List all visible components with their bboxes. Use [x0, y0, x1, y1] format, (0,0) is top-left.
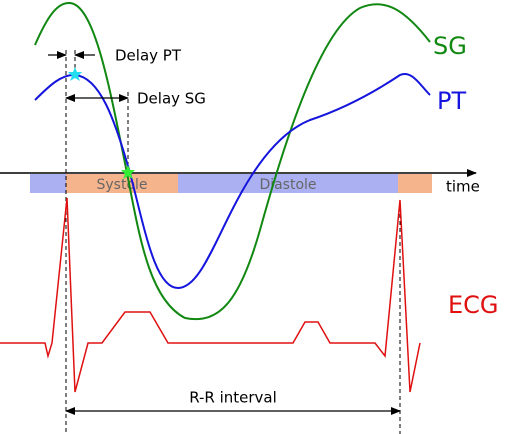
- sg-curve: [34, 1, 431, 321]
- systole-band: [398, 174, 432, 193]
- time-label: time: [446, 178, 480, 196]
- ecg-label: ECG: [448, 291, 499, 319]
- pt-marker: [68, 67, 82, 81]
- sg-marker: [121, 165, 135, 179]
- delay-sg-label: Delay SG: [137, 90, 206, 108]
- sg-label: SG: [433, 32, 467, 60]
- delay-pt-label: Delay PT: [115, 47, 182, 65]
- diastole-label: Diastole: [259, 177, 316, 193]
- rr-label: R-R interval: [189, 389, 277, 407]
- pt-label: PT: [437, 87, 466, 115]
- guides: [65, 50, 401, 434]
- pt-curve: [34, 73, 431, 290]
- ecg-trace: [0, 197, 421, 393]
- systole-label: Systole: [96, 177, 147, 193]
- systole-band: [66, 174, 178, 193]
